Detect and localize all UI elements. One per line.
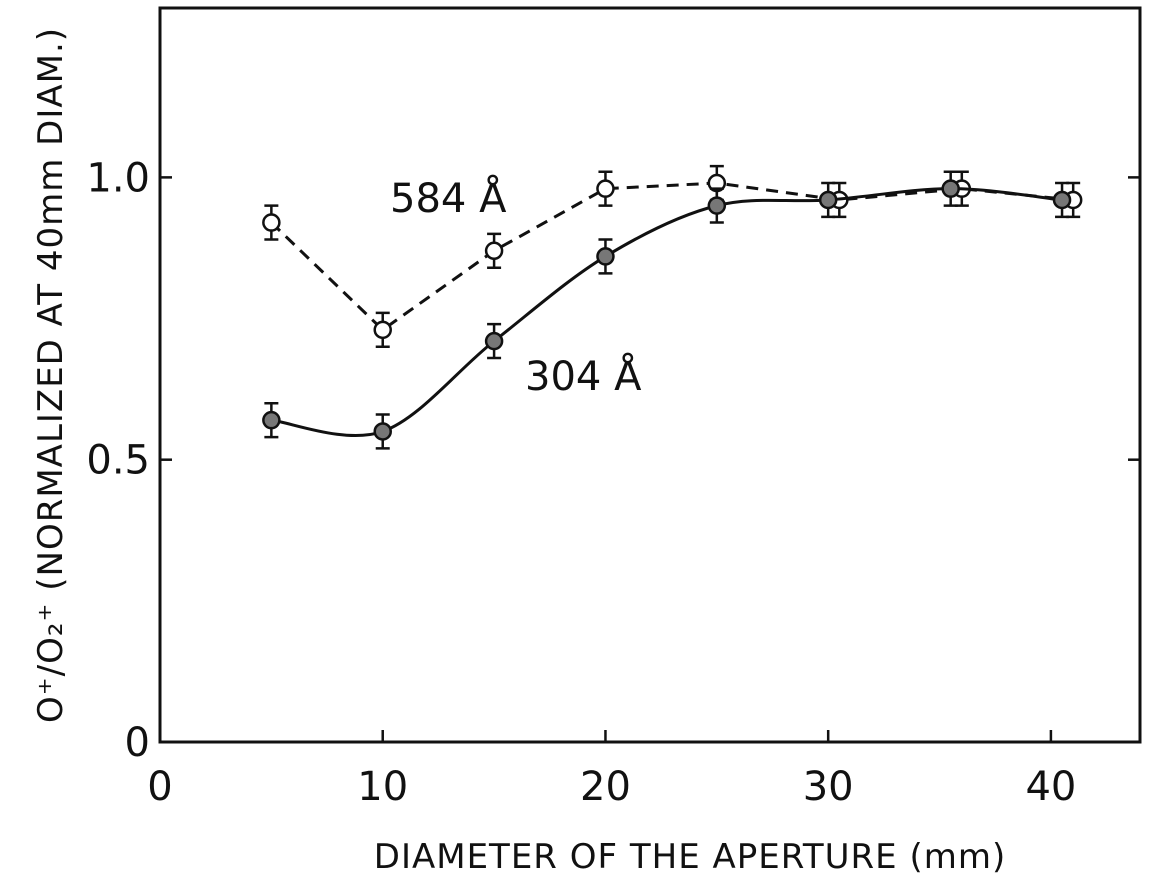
x-tick-label: 20 [580,764,631,810]
x-tick-label: 0 [147,764,172,810]
data-point [262,213,281,232]
data-point [707,196,727,215]
data-point [818,190,838,210]
x-axis-label: DIAMETER OF THE APERTURE (mm) [374,837,1006,877]
y-axis-label: O⁺/O₂⁺ (NORMALIZED AT 40mm DIAM.) [31,27,71,723]
data-point [596,179,615,198]
data-point [262,410,281,430]
x-tick-label: 10 [357,764,408,810]
y-tick-label: 0.5 [86,438,150,484]
y-tick-label: 1.0 [86,155,150,201]
data-point [941,179,960,198]
data-point [373,422,392,441]
series-label: 584 Å [390,174,507,222]
data-point [596,247,615,266]
data-point [484,331,504,351]
series-line [271,187,1063,437]
data-point [1052,190,1072,210]
plot-frame [158,6,1142,744]
data-point [373,320,392,340]
x-tick-label: 30 [803,764,854,810]
y-tick-label: 0 [125,720,150,766]
data-point [484,241,504,261]
x-tick-label: 40 [1025,764,1076,810]
series-label: 304 Å [525,352,642,400]
